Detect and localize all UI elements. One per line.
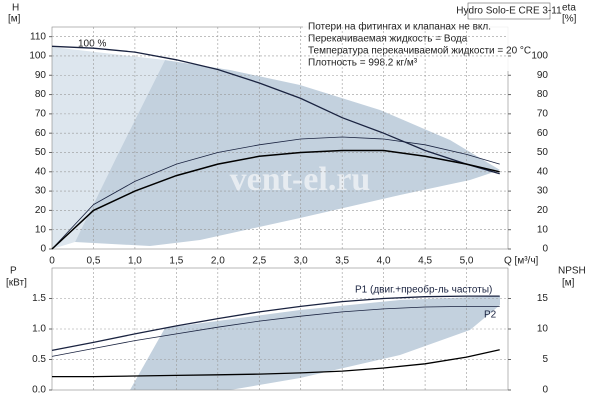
series-line	[51, 45, 500, 175]
x-tick-label: 0	[49, 256, 55, 267]
y-tick-label: 20	[35, 205, 47, 216]
y2-axis-unit: [%]	[562, 14, 577, 25]
x-tick-label: 5,0	[460, 256, 474, 267]
x-tick-label: 3,5	[335, 256, 349, 267]
y-tick-label: 1.5	[32, 293, 46, 304]
x-tick-label: 0,5	[87, 256, 101, 267]
y-axis-unit: [кВт]	[6, 278, 27, 289]
y2-tick-label: 20	[537, 205, 549, 216]
y2-tick-label: 50	[537, 147, 549, 158]
x-axis-label: Q [м³/ч]	[504, 256, 539, 267]
y-axis-label: P	[10, 266, 17, 277]
y-tick-label: 1.0	[32, 324, 46, 335]
chart-title: Hydro Solo-E CRE 3-11	[456, 6, 562, 17]
note: Плотность = 998.2 кг/м³	[308, 58, 418, 69]
y2-tick-label: 15	[537, 293, 549, 304]
y2-tick-label: 100	[531, 51, 548, 62]
note: Температура перекачиваемой жидкости = 20…	[308, 46, 531, 57]
y2-tick-label: 0	[542, 244, 548, 255]
y-tick-label: 10	[35, 224, 47, 235]
y-axis-label: H	[12, 3, 19, 14]
series-line	[51, 306, 500, 357]
y-tick-label: 40	[35, 166, 47, 177]
y2-tick-label: 5	[542, 354, 548, 365]
range-area	[130, 296, 500, 390]
notes-box	[303, 21, 548, 71]
series-label: P2	[484, 310, 497, 321]
y2-tick-label: 0	[542, 385, 548, 396]
title-box	[467, 2, 551, 20]
y-tick-label: 80	[35, 89, 47, 100]
y-tick-label: 100	[29, 51, 46, 62]
x-tick-label: 3,0	[294, 256, 308, 267]
y2-tick-label: 80	[537, 89, 549, 100]
y2-axis-unit: [м]	[562, 278, 575, 289]
y2-tick-label: 90	[537, 70, 549, 81]
annotation: 100 %	[78, 39, 106, 50]
y-tick-label: 30	[35, 186, 47, 197]
series-line	[51, 149, 500, 250]
y2-tick-label: 70	[537, 109, 549, 120]
x-tick-label: 4,0	[377, 256, 391, 267]
series-line	[51, 136, 500, 250]
x-tick-label: 2,0	[211, 256, 225, 267]
y-tick-label: 90	[35, 70, 47, 81]
x-tick-label: 1,0	[128, 256, 142, 267]
series-line	[51, 295, 500, 352]
y2-tick-label: 10	[537, 324, 549, 335]
x-tick-label: 4,5	[418, 256, 432, 267]
y2-axis-label: NPSH	[558, 266, 586, 277]
y-tick-label: 60	[35, 128, 47, 139]
y2-tick-label: 10	[537, 224, 549, 235]
y-tick-label: 70	[35, 109, 47, 120]
series-label: P1 (двиг.+преобр-ль частоты)	[355, 284, 492, 296]
y-tick-label: 0	[40, 244, 46, 255]
y2-tick-label: 60	[537, 128, 549, 139]
x-tick-label: 2,5	[252, 256, 266, 267]
y-tick-label: 0.0	[32, 385, 46, 396]
y-tick-label: 0.5	[32, 354, 46, 365]
y-tick-label: 50	[35, 147, 47, 158]
y2-axis-label: eta	[562, 3, 576, 14]
x-tick-label: 1,5	[169, 256, 183, 267]
y2-tick-label: 40	[537, 166, 549, 177]
y-axis-unit: [м]	[8, 14, 21, 25]
watermark: vent-el.ru	[230, 161, 371, 198]
series-line	[52, 349, 500, 378]
range-area-light	[52, 47, 165, 249]
note: Перекачиваемая жидкость = Вода	[308, 34, 468, 45]
plot-frame	[51, 26, 509, 250]
note: Потери на фитингах и клапанах не вкл.	[308, 21, 491, 33]
y2-tick-label: 30	[537, 186, 549, 197]
y-tick-label: 110	[30, 31, 46, 42]
